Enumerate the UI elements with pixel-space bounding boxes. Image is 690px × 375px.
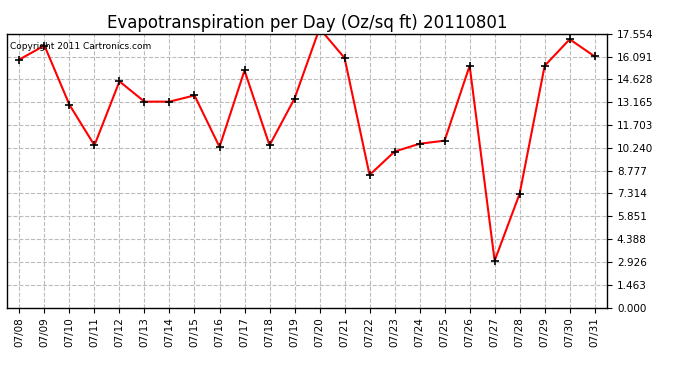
Title: Evapotranspiration per Day (Oz/sq ft) 20110801: Evapotranspiration per Day (Oz/sq ft) 20… (107, 14, 507, 32)
Text: Copyright 2011 Cartronics.com: Copyright 2011 Cartronics.com (10, 42, 151, 51)
